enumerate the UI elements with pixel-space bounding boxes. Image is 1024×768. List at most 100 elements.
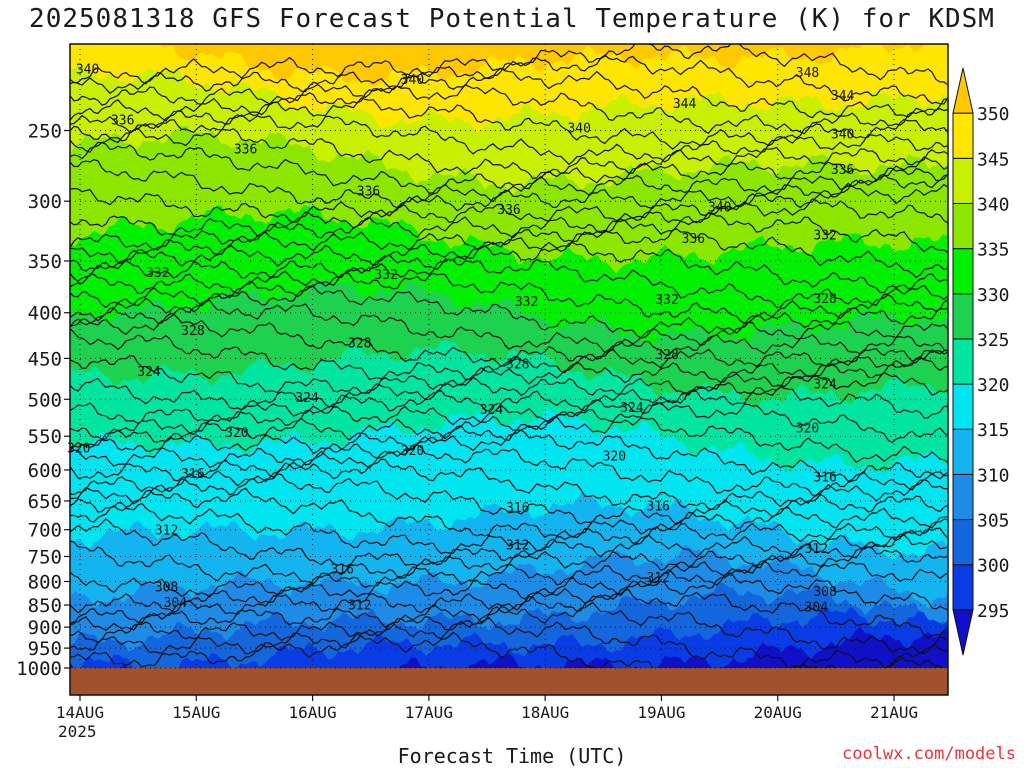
contour-label: 332 (655, 293, 678, 308)
contour-line-7 (70, 141, 948, 195)
contour-label: 316 (330, 563, 353, 578)
contour-label: 324 (137, 365, 161, 380)
contour-line-31 (70, 487, 948, 538)
y-tick-label-800: 800 (28, 571, 62, 593)
contour-line-38 (70, 589, 948, 639)
y-tick-label-300: 300 (28, 191, 62, 213)
colorbar-segment (952, 473, 974, 521)
chart-title: 2025081318 GFS Forecast Potential Temper… (29, 4, 995, 34)
contour-label: 328 (506, 358, 529, 373)
contour-line-2 (70, 67, 948, 119)
x-tick-label-18AUG: 18AUG (521, 703, 569, 722)
x-tick-label-20AUG: 20AUG (754, 703, 802, 722)
contour-line-32 (70, 502, 948, 555)
contour-line-19 (70, 313, 948, 367)
colorbar-label-310: 310 (977, 465, 1010, 486)
colorbar: 295 300 305 310 315 320 325 330 335 340 345 350 (952, 67, 1010, 656)
contour-line-4 (70, 97, 948, 150)
y-tick-label-500: 500 (28, 389, 62, 411)
contour-label: 336 (497, 203, 520, 218)
contour-line-9 (70, 173, 948, 223)
x-tick-sublabel: 2025 (58, 722, 97, 741)
contour-label: 328 (348, 337, 371, 352)
x-tick-label-21AUG: 21AUG (870, 703, 918, 722)
contour-label: 324 (295, 391, 319, 406)
y-tick-label-900: 900 (28, 617, 62, 639)
contour-label: 316 (647, 500, 670, 515)
contour-label: 304 (805, 600, 829, 615)
y-tick-label-450: 450 (28, 348, 62, 370)
band-fill-0 (70, 626, 948, 668)
contour-label: 304 (164, 596, 188, 611)
colorbar-segment (952, 428, 974, 475)
contour-line-30 (70, 473, 948, 526)
contour-label: 340 (567, 121, 590, 136)
contour-line-8 (70, 159, 948, 209)
contour-label: 328 (181, 324, 204, 339)
colorbar-segment (952, 338, 974, 385)
gridlines (70, 44, 948, 669)
colorbar-label-350: 350 (977, 104, 1010, 125)
contour-label: 312 (506, 538, 529, 553)
contour-lines (70, 44, 948, 668)
contour-line-1 (70, 54, 948, 105)
y-tick-label-650: 650 (28, 491, 62, 513)
contour-label: 316 (181, 467, 204, 482)
contour-label: 328 (655, 348, 678, 363)
contour-label: 348 (796, 66, 819, 81)
contour-label: 344 (831, 89, 855, 104)
contour-label: 308 (155, 580, 178, 595)
contour-line-28 (70, 443, 948, 497)
contour-line-5 (70, 114, 948, 166)
contour-label: 340 (831, 128, 854, 143)
contour-line-37 (70, 574, 948, 626)
colorbar-label-345: 345 (977, 149, 1010, 170)
contour-label: 336 (682, 232, 705, 247)
contour-line-20 (70, 328, 948, 380)
colorbar-segment (952, 157, 974, 204)
contour-line-12 (70, 211, 948, 263)
colorbar-label-320: 320 (977, 375, 1010, 396)
contour-label: 336 (111, 114, 134, 129)
contour-line-18 (70, 299, 948, 354)
colorbar-segment (952, 202, 974, 250)
contour-line-6 (70, 127, 948, 180)
colorbar-segment (952, 383, 974, 430)
x-tick-label-16AUG: 16AUG (288, 703, 336, 722)
contour-label: 316 (813, 470, 836, 485)
contour-line-39 (70, 601, 948, 655)
contour-line-35 (70, 546, 948, 598)
x-tick-label-15AUG: 15AUG (172, 703, 220, 722)
contour-line-23 (70, 371, 948, 425)
contour-label: 308 (813, 585, 836, 600)
y-tick-label-600: 600 (28, 460, 62, 482)
colorbar-segment (952, 112, 974, 159)
contour-label: 332 (374, 268, 397, 283)
colorbar-low-triangle (952, 609, 974, 656)
x-tick-label-19AUG: 19AUG (637, 703, 685, 722)
contour-line-21 (70, 349, 948, 394)
x-tick-label-17AUG: 17AUG (405, 703, 453, 722)
contour-line-29 (70, 458, 948, 510)
colorbar-label-325: 325 (977, 330, 1010, 351)
colorbar-label-335: 335 (977, 240, 1010, 261)
contour-label: 344 (673, 97, 697, 112)
contour-line-41 (70, 631, 943, 668)
contour-line-25 (70, 401, 948, 451)
colorbar-label-340: 340 (977, 194, 1010, 215)
contour-label: 320 (796, 422, 819, 437)
y-tick-label-350: 350 (28, 251, 62, 273)
contour-line-36 (70, 560, 948, 614)
y-tick-label-750: 750 (28, 546, 62, 568)
colorbar-label-315: 315 (977, 420, 1010, 441)
contour-label: 312 (348, 599, 371, 614)
y-tick-label-950: 950 (28, 638, 62, 660)
credit-link[interactable]: coolwx.com/models (842, 744, 1016, 764)
contour-label: 320 (603, 449, 626, 464)
contour-label: 324 (620, 401, 644, 416)
contour-line-24 (70, 385, 948, 440)
colorbar-label-295: 295 (977, 601, 1010, 622)
y-tick-label-850: 850 (28, 595, 62, 617)
contour-line-0 (70, 44, 948, 86)
